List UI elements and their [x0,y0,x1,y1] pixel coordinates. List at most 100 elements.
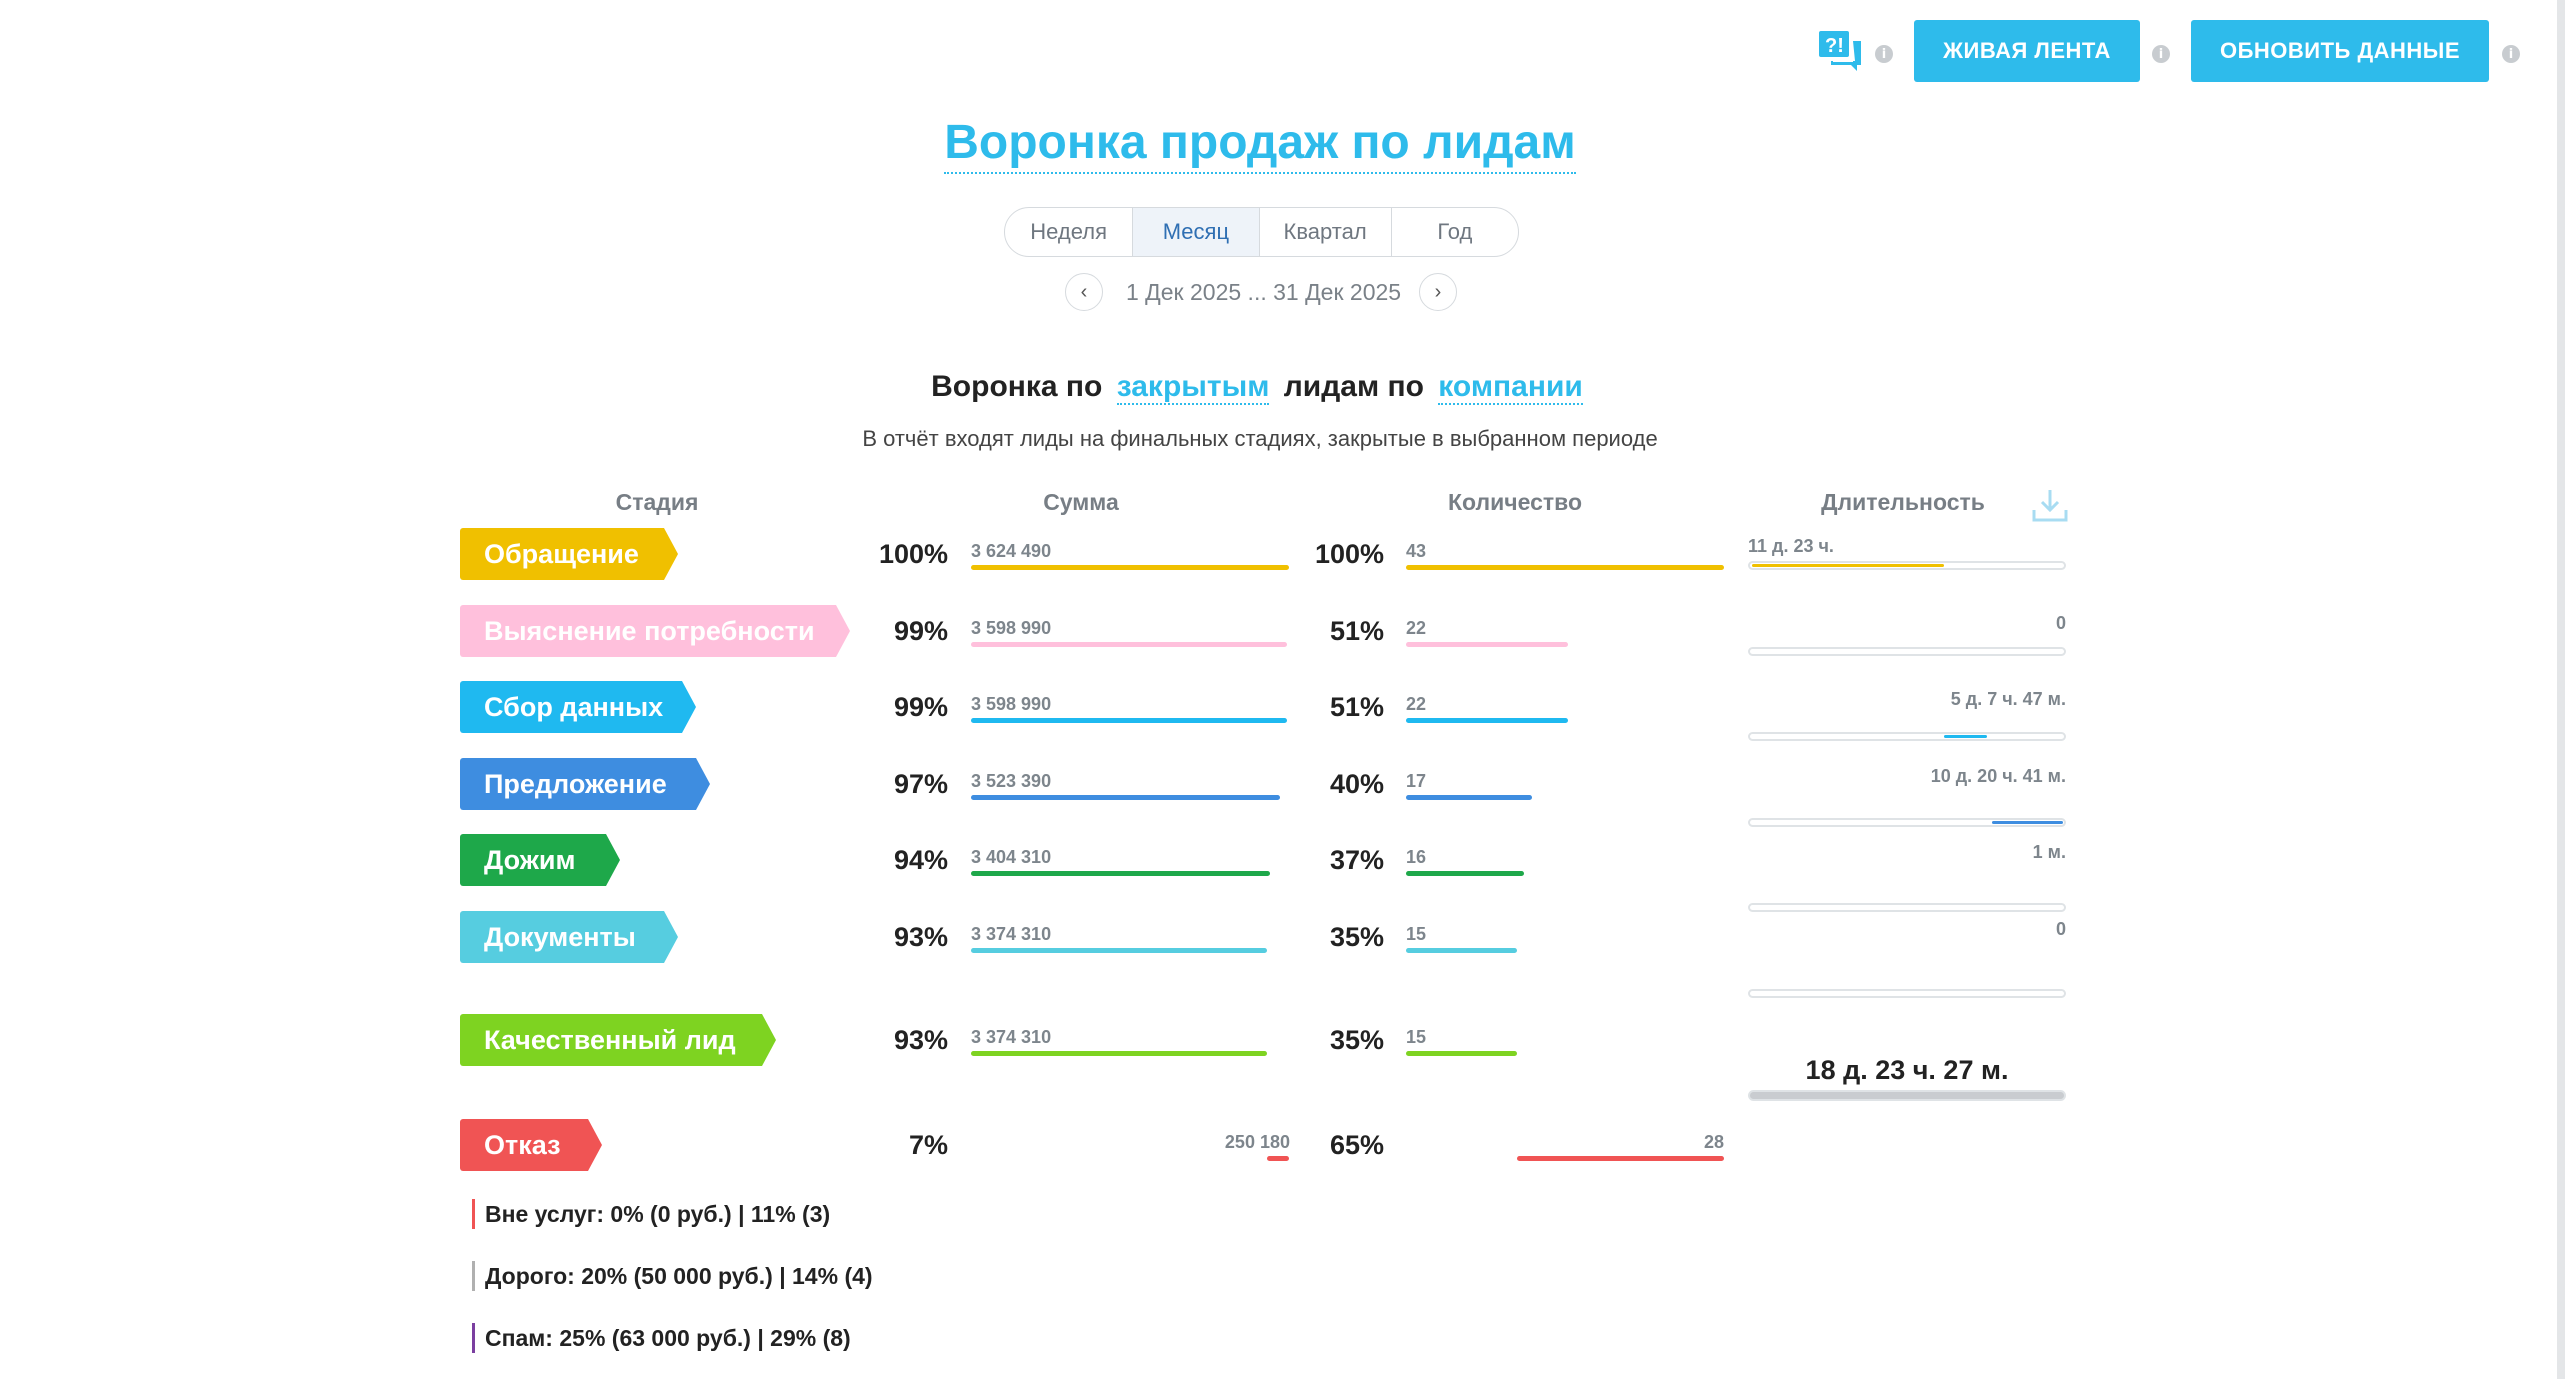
count-percent: 100% [1314,539,1384,569]
sum-value: 3 598 990 [971,618,1052,638]
refusal-count-bar [1517,1156,1724,1161]
sum-percent: 97% [893,769,948,799]
question-chat-icon: ?! [1819,31,1861,71]
live-feed-button[interactable]: ЖИВАЯ ЛЕНТА [1914,20,2140,82]
count-value: 43 [1406,541,1427,561]
count-value: 17 [1406,771,1427,791]
sum-bar [971,795,1280,800]
duration-track [1748,561,2066,570]
refusal-count-percent: 65% [1329,1130,1384,1160]
count-value: 22 [1406,618,1427,638]
heading-text: лидам по [1283,370,1424,403]
scrollbar[interactable] [2557,0,2565,1379]
count-value: 15 [1406,924,1427,944]
count-percent: 51% [1329,616,1384,646]
duration-track [1748,989,2066,998]
quality-sum-bar [971,1051,1267,1056]
count-value: 22 [1406,694,1427,714]
svg-text:?!: ?! [1825,35,1844,57]
count-value: 16 [1406,847,1427,867]
funnel-rows: Обращение 100% 3 624 490 100% 43 11 д. 23 ч. В… [0,0,2565,998]
quality-count-bar [1406,1051,1517,1056]
stage-quality-lead[interactable]: Качественный лид [460,1014,776,1066]
duration-value: 0 [2055,919,2066,939]
refusal-sum-value: 250 180 [1224,1132,1290,1152]
count-bar [1406,871,1524,876]
count-percent: 35% [1329,922,1384,952]
quality-sum-percent: 93% [893,1025,948,1055]
duration-track [1748,647,2066,656]
help-chat-button[interactable]: ?! [1817,29,1863,73]
count-bar [1406,795,1532,800]
duration-value: 5 д. 7 ч. 47 м. [1950,689,2066,709]
heading-text: Воронка по [931,370,1103,403]
download-button[interactable] [2030,486,2070,526]
info-icon[interactable]: i [2152,45,2170,63]
refusal-sum-percent: 7% [908,1130,948,1160]
sum-percent: 99% [893,692,948,722]
report-heading: Воронка по закрытым лидам по компании [931,370,1589,405]
column-sum: Сумма [1043,489,1119,515]
duration-value: 1 м. [2032,842,2066,862]
count-bar [1406,642,1568,647]
info-icon[interactable]: i [2502,45,2520,63]
quality-count-percent: 35% [1329,1025,1384,1055]
sum-value: 3 598 990 [971,694,1052,714]
prev-period-button[interactable]: ‹ [1065,273,1103,311]
sum-bar [971,565,1289,570]
info-icon[interactable]: i [1875,45,1893,63]
count-percent: 37% [1329,845,1384,875]
refusal-reason: Дорого: 20% (50 000 руб.) | 14% (4) [472,1261,873,1291]
sum-percent: 100% [878,539,948,569]
stage-label[interactable]: Предложение [460,758,710,810]
report-subtitle: В отчёт входят лиды на финальных стадиях… [862,426,1658,451]
tab-quarter[interactable]: Квартал [1260,208,1392,256]
stage-label[interactable]: Сбор данных [460,681,696,733]
duration-fill [1944,735,1987,738]
stage-label[interactable]: Обращение [460,528,678,580]
duration-value: 0 [2055,613,2066,633]
stage-label[interactable]: Выяснение потребности [460,605,850,657]
count-bar [1406,565,1724,570]
refusal-reason: Спам: 25% (63 000 руб.) | 29% (8) [472,1323,851,1353]
count-percent: 51% [1329,692,1384,722]
chevron-left-icon: ‹ [1080,280,1088,303]
stage-refusal[interactable]: Отказ [460,1119,602,1171]
column-duration: Длительность [1821,489,1985,515]
tab-month[interactable]: Месяц [1133,208,1260,256]
duration-track [1748,903,2066,912]
company-filter-link[interactable]: компании [1438,370,1583,405]
chevron-right-icon: › [1434,280,1442,303]
tab-year[interactable]: Год [1437,219,1473,244]
sum-value: 3 374 310 [971,924,1052,944]
sum-percent: 99% [893,616,948,646]
date-range: 1 Дек 2025 ... 31 Дек 2025 [1126,279,1402,305]
count-percent: 40% [1329,769,1384,799]
sum-percent: 94% [893,845,948,875]
refresh-data-button[interactable]: ОБНОВИТЬ ДАННЫЕ [2191,20,2489,82]
duration-track [1748,818,2066,827]
closed-filter-link[interactable]: закрытым [1116,370,1270,405]
period-tabs: Неделя Месяц Квартал Год [1004,207,1519,257]
stage-label[interactable]: Документы [460,911,678,963]
sum-value: 3 404 310 [971,847,1052,867]
sum-bar [971,642,1287,647]
stage-label[interactable]: Дожим [460,834,620,886]
download-icon [2032,490,2068,522]
page-title[interactable]: Воронка продаж по лидам [944,115,1576,174]
quality-sum-value: 3 374 310 [971,1027,1052,1047]
tab-week[interactable]: Неделя [1005,208,1134,256]
duration-fill [1752,564,1944,567]
duration-track [1748,732,2066,741]
sum-value: 3 624 490 [971,541,1052,561]
count-bar [1406,948,1517,953]
total-duration: 18 д. 23 ч. 27 м. [1805,1055,2009,1085]
refusal-sum-bar [1267,1156,1289,1161]
quality-count-value: 15 [1406,1027,1427,1047]
sum-bar [971,871,1270,876]
next-period-button[interactable]: › [1419,273,1457,311]
sum-bar [971,948,1267,953]
sum-bar [971,718,1287,723]
duration-value: 10 д. 20 ч. 41 м. [1930,766,2066,786]
duration-fill [1992,821,2063,824]
